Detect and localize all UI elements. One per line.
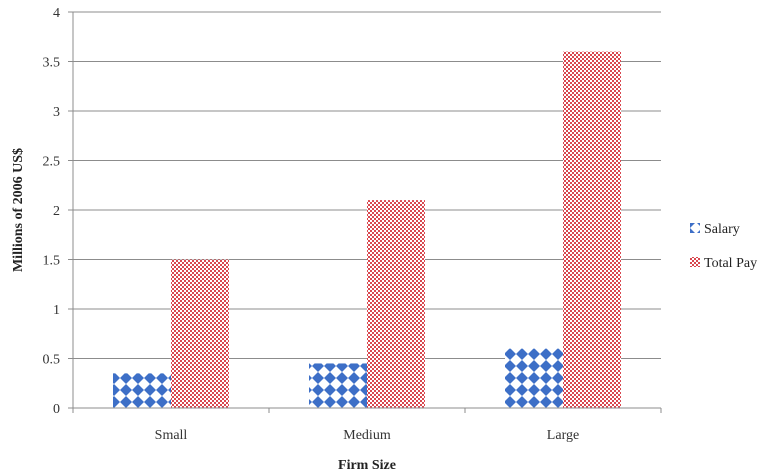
bars — [113, 51, 621, 408]
bar-total-pay-large — [563, 51, 621, 408]
axes — [72, 12, 662, 413]
y-tick-label: 0 — [53, 402, 60, 417]
y-tick-label: 2 — [53, 204, 60, 219]
y-tick-label: 3.5 — [43, 56, 61, 71]
legend: Salary Total Pay — [690, 222, 757, 271]
x-axis-title: Firm Size — [338, 458, 396, 473]
x-tick-label: Small — [155, 428, 188, 443]
y-tick-labels: 0 0.5 1 1.5 2 2.5 3 3.5 4 — [43, 6, 61, 417]
legend-label: Salary — [704, 222, 740, 237]
x-tick-label: Large — [547, 428, 579, 443]
legend-swatch-salary — [690, 223, 700, 233]
y-tick-label: 1 — [53, 303, 60, 318]
bar-total-pay-small — [171, 259, 229, 408]
x-tick-labels: Small Medium Large — [155, 428, 580, 443]
y-tick-label: 4 — [53, 6, 60, 21]
y-axis-title: Millions of 2006 US$ — [11, 148, 26, 272]
y-tick-label: 0.5 — [43, 353, 61, 368]
bar-salary-small — [113, 373, 171, 408]
legend-label: Total Pay — [704, 256, 757, 271]
legend-swatch-total-pay — [690, 257, 700, 267]
bar-salary-large — [505, 348, 563, 408]
bar-salary-medium — [309, 363, 367, 408]
y-tick-label: 3 — [53, 105, 60, 120]
x-tick-label: Medium — [343, 428, 391, 443]
y-tick-label: 1.5 — [43, 254, 61, 269]
y-tick-label: 2.5 — [43, 155, 61, 170]
bar-total-pay-medium — [367, 200, 425, 408]
